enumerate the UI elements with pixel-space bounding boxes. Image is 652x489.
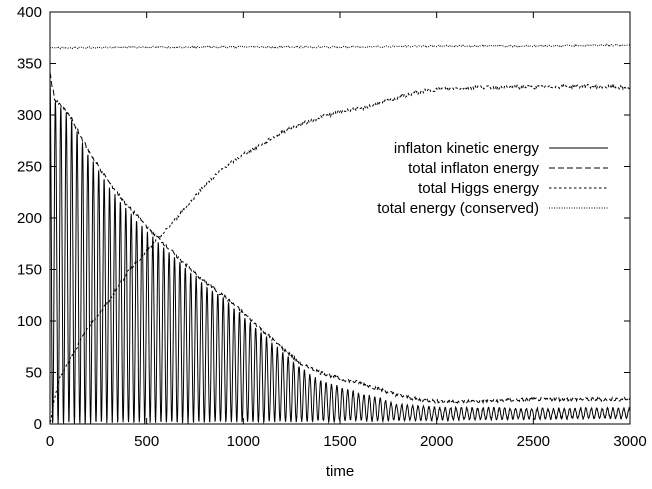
x-tick-label: 2000 [420, 433, 453, 450]
legend-label: total inflaton energy [408, 160, 539, 177]
axis-ticks [49, 11, 631, 425]
legend-label: total Higgs energy [418, 180, 539, 197]
y-tick-label: 400 [17, 4, 42, 21]
plot-area-frame [49, 11, 631, 425]
y-tick-label: 100 [17, 313, 42, 330]
series-line-3 [49, 43, 631, 50]
x-tick-label: 500 [134, 433, 159, 450]
series-line-0 [49, 78, 631, 425]
y-tick-label: 300 [17, 107, 42, 124]
x-tick-label: 3000 [613, 433, 646, 450]
axis-tick-labels: 0 500 1000 1500 2000 2500 3000 0 50 100 150 200 250 3… [17, 4, 647, 450]
x-tick-label: 1000 [227, 433, 260, 450]
y-tick-label: 0 [34, 416, 42, 433]
series-line-1 [49, 72, 631, 405]
legend-label: inflaton kinetic energy [394, 140, 540, 157]
x-tick-label: 2500 [517, 433, 550, 450]
series-line-2 [49, 83, 630, 423]
x-tick-label: 1500 [323, 433, 356, 450]
y-tick-label: 250 [17, 159, 42, 176]
y-tick-label: 50 [25, 365, 42, 382]
y-tick-label: 150 [17, 262, 42, 279]
series-layer [49, 43, 631, 425]
legend: inflaton kinetic energy total inflaton en… [377, 140, 608, 217]
y-tick-label: 200 [17, 210, 42, 227]
x-tick-label: 0 [46, 433, 54, 450]
x-axis-label: time [326, 463, 354, 480]
y-tick-label: 350 [17, 56, 42, 73]
legend-label: total energy (conserved) [377, 200, 539, 217]
